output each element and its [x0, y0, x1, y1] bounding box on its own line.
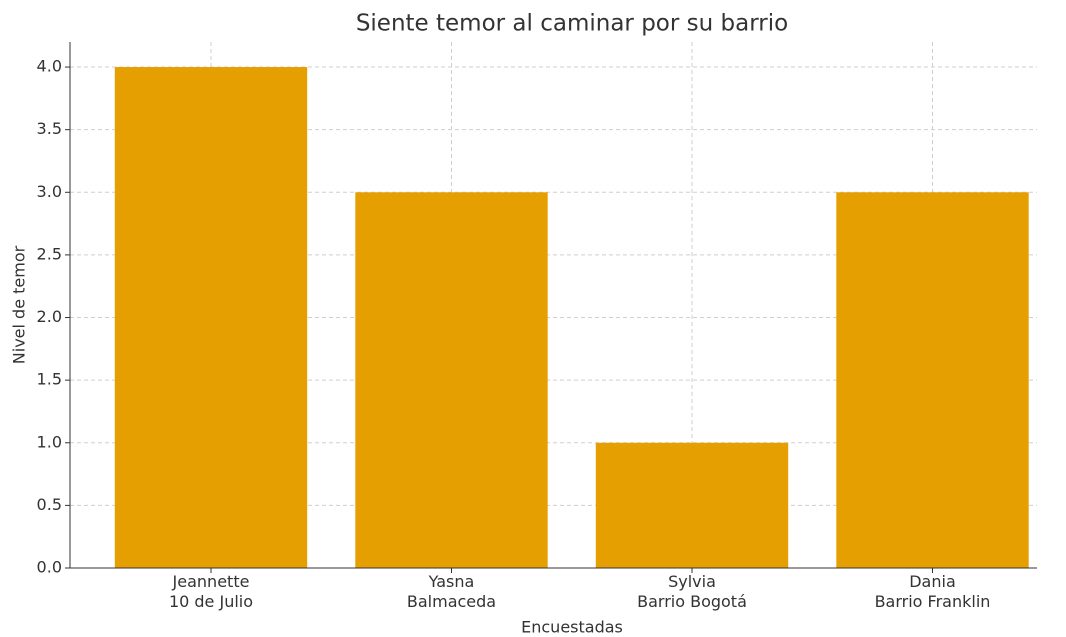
x-tick-label: Dania Barrio Franklin	[874, 572, 991, 611]
y-tick-label: 0.0	[37, 558, 62, 577]
x-tick-label: Jeannette 10 de Julio	[168, 572, 254, 611]
y-tick-label: 3.0	[37, 182, 62, 201]
bar	[836, 192, 1029, 569]
y-tick-label: 2.0	[37, 307, 62, 326]
y-tick-label: 2.5	[37, 244, 62, 263]
y-tick-label: 1.0	[37, 432, 62, 451]
y-tick-label: 0.5	[37, 495, 62, 514]
bar	[595, 442, 789, 568]
bar	[355, 192, 548, 569]
x-tick-label: Yasna Balmaceda	[406, 572, 497, 611]
y-tick-label: 1.5	[37, 370, 62, 389]
chart-title: Siente temor al caminar por su barrio	[356, 11, 788, 37]
y-tick-label: 4.0	[37, 57, 62, 76]
x-axis-label: Encuestadas	[521, 618, 623, 637]
bar	[114, 67, 308, 569]
y-axis-label: Nivel de temor	[10, 245, 29, 364]
y-tick-label: 3.5	[37, 119, 62, 138]
x-tick-label: Sylvia Barrio Bogotá	[637, 572, 747, 611]
